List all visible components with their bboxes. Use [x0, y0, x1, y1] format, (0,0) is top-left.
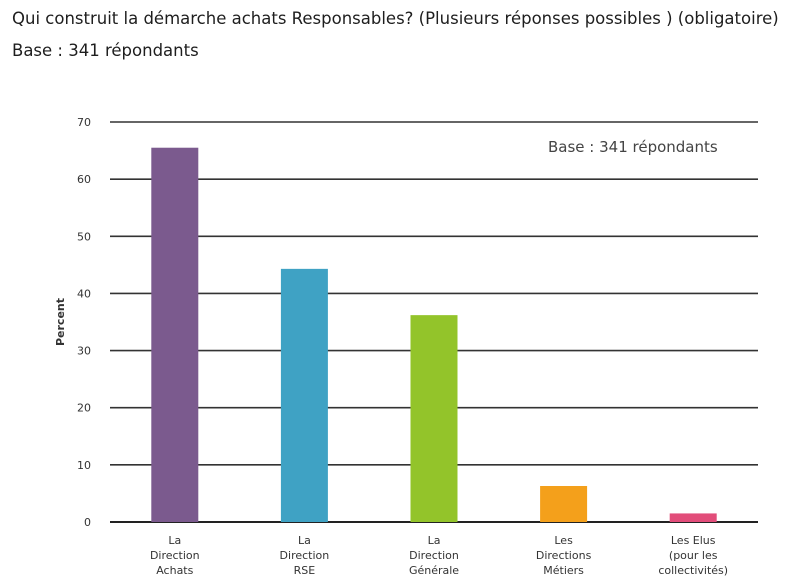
y-axis-label: Percent [54, 298, 67, 346]
y-tick-label: 0 [84, 516, 91, 529]
y-tick-label: 40 [77, 287, 91, 300]
x-category-label: La Direction RSE [280, 534, 330, 577]
x-category-label: Les Directions Métiers [536, 534, 592, 577]
y-tick-label: 10 [77, 459, 91, 472]
x-axis-labels: La Direction Achats La Direction RSE La Directi… [150, 534, 728, 577]
x-category-label: Les Elus (pour les collectivités) [658, 534, 728, 577]
bars [151, 147, 717, 522]
y-tick-label: 50 [77, 230, 91, 243]
y-axis-ticks: 0 10 20 30 40 50 60 70 [77, 116, 91, 529]
y-tick-label: 60 [77, 173, 91, 186]
y-tick-label: 70 [77, 116, 91, 129]
bar [151, 147, 199, 522]
y-tick-label: 30 [77, 345, 91, 358]
grid-lines [110, 121, 758, 523]
bar [410, 315, 458, 522]
respondent-base: Base : 341 répondants [12, 41, 199, 60]
y-tick-label: 20 [77, 402, 91, 415]
bar [669, 513, 717, 522]
x-category-label: La Direction Achats [150, 534, 200, 577]
chart-annotation: Base : 341 répondants [548, 138, 718, 156]
x-category-label: La Direction Générale [409, 534, 459, 577]
question-text: Qui construit la démarche achats Respons… [12, 9, 779, 28]
bar [540, 486, 588, 522]
bar [280, 268, 328, 522]
